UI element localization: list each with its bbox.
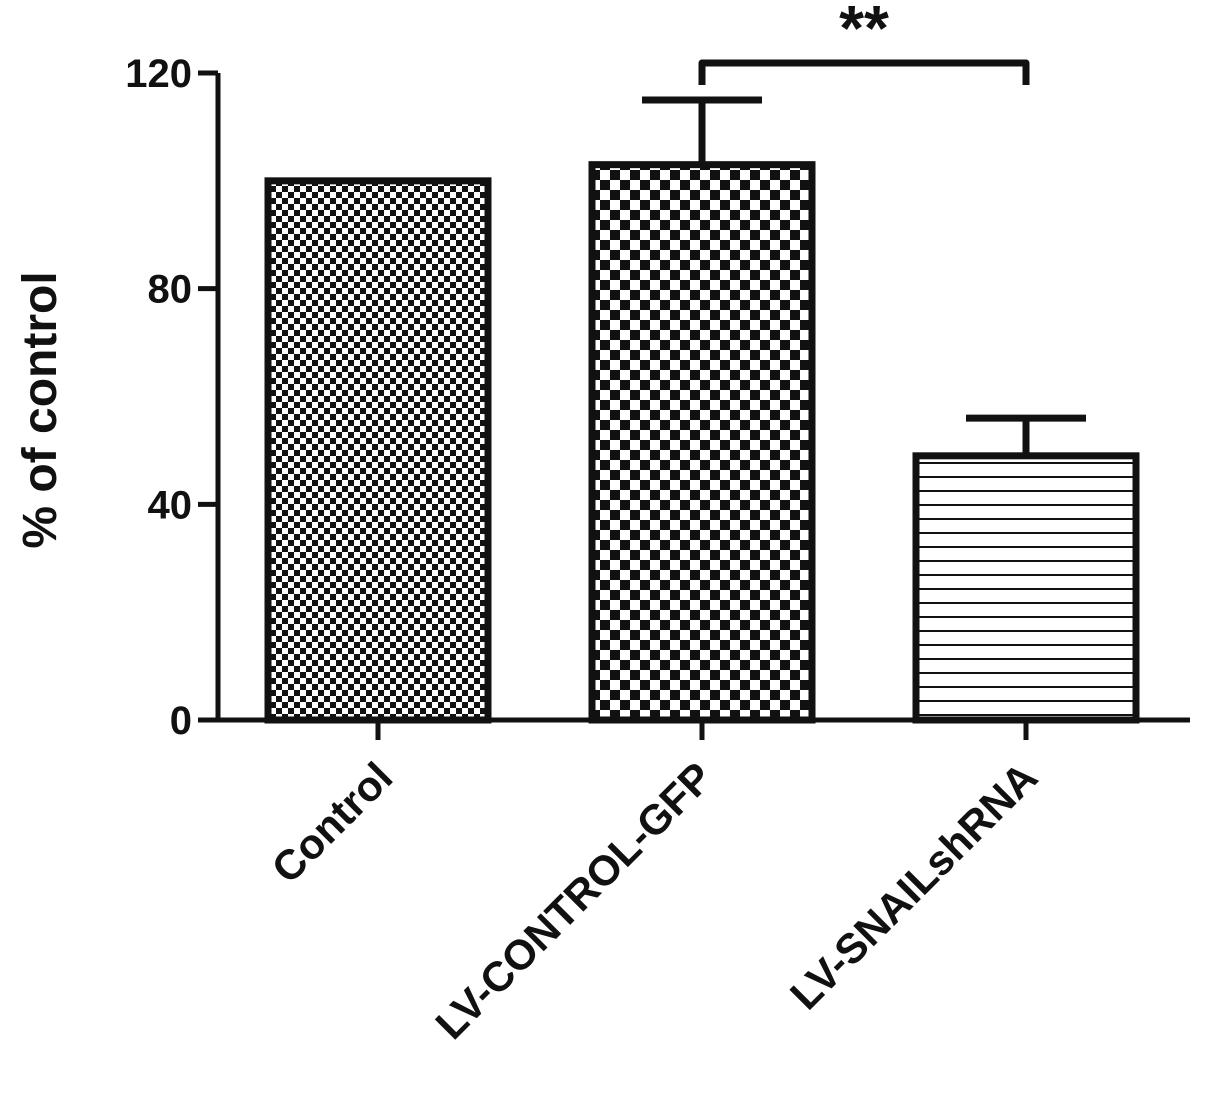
x-tick-label: LV-CONTROL-GFP [426,753,721,1048]
y-tick-label: 120 [125,52,192,96]
error-bars [642,96,1086,456]
bars [264,161,1140,724]
y-tick-label: 0 [170,699,192,743]
bar [912,452,1140,724]
significance-bracket [698,59,1030,85]
y-tick-label: 40 [148,483,193,527]
bar [588,161,816,724]
x-tick-label: Control [263,753,402,892]
y-axis-title: % of control [14,271,67,548]
x-axis: Control LV-CONTROL-GFP LV-SNAILshRNA [216,717,1190,1048]
bar [264,177,492,724]
significance-label: ** [839,0,889,64]
y-tick-label: 80 [148,268,193,312]
significance-annotation: ** [698,0,1030,85]
y-axis: 0 40 80 120 [125,52,221,743]
x-tick-label: LV-SNAILshRNA [781,753,1046,1018]
